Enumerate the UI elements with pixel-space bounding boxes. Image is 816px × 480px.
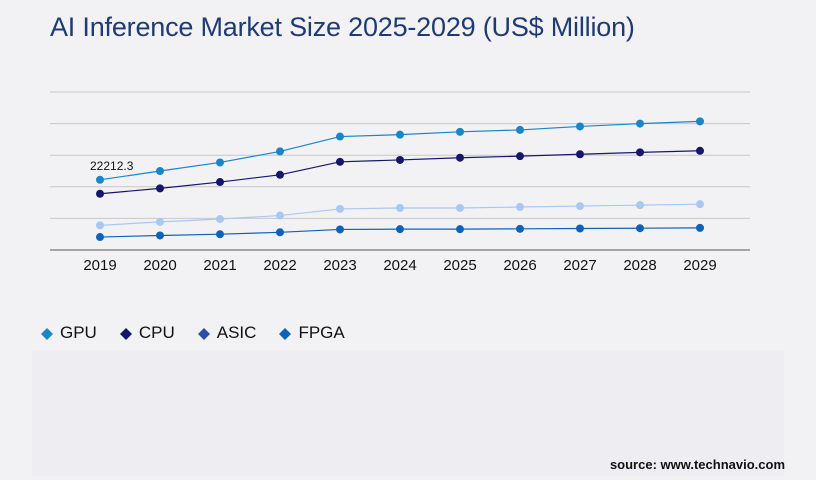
data-point-asic [696, 200, 704, 209]
legend-item-cpu[interactable]: CPU [119, 323, 175, 343]
data-point-cpu [396, 155, 404, 164]
legend-label-asic: ASIC [216, 323, 257, 342]
data-point-asic [336, 204, 344, 213]
data-point-asic [456, 203, 464, 212]
data-point-cpu [456, 153, 464, 162]
legend-label-fpga: FPGA [298, 323, 345, 342]
diamond-marker-icon [278, 326, 292, 340]
data-point-asic [96, 221, 104, 230]
data-point-fpga [276, 228, 284, 237]
data-point-gpu [276, 147, 284, 156]
x-tick-label: 2025 [443, 257, 476, 274]
legend-item-gpu[interactable]: GPU [40, 323, 97, 343]
x-tick-label: 2024 [383, 257, 416, 274]
data-point-gpu [576, 122, 584, 131]
legend-label-gpu: GPU [60, 323, 97, 342]
data-point-fpga [516, 224, 524, 233]
line-chart: 2019 2020 2021 2022 2023 2024 2025 2026 2027 2028… [50, 91, 750, 274]
data-point-fpga [216, 230, 224, 239]
data-point-fpga [456, 225, 464, 234]
data-point-gpu [396, 130, 404, 139]
data-point-asic [576, 202, 584, 211]
data-point-fpga [576, 224, 584, 233]
data-point-gpu [516, 125, 524, 134]
data-point-fpga [96, 233, 104, 242]
diamond-marker-icon [197, 326, 211, 340]
data-point-asic [156, 217, 164, 226]
data-point-gpu [696, 117, 704, 126]
data-point-cpu [696, 146, 704, 155]
data-point-cpu [576, 150, 584, 159]
x-tick-label: 2023 [323, 257, 356, 274]
data-point-gpu [636, 119, 644, 128]
legend-label-cpu: CPU [138, 323, 175, 342]
data-point-gpu [336, 132, 344, 141]
data-point-asic [276, 211, 284, 220]
data-point-cpu [636, 148, 644, 157]
legend-item-fpga[interactable]: FPGA [278, 323, 345, 343]
legend: GPU CPU ASIC FPGA [40, 323, 345, 343]
data-point-fpga [156, 231, 164, 240]
x-tick-label: 2026 [503, 257, 536, 274]
data-point-fpga [336, 225, 344, 234]
data-point-cpu [516, 152, 524, 161]
x-tick-label: 2020 [143, 257, 176, 274]
data-point-cpu [96, 189, 104, 198]
x-tick-label: 2028 [623, 257, 656, 274]
x-tick-label: 2029 [683, 257, 716, 274]
data-point-asic [216, 215, 224, 224]
data-label: 22212.3 [90, 159, 134, 173]
data-point-gpu [156, 167, 164, 175]
legend-item-asic[interactable]: ASIC [197, 323, 257, 343]
data-point-fpga [696, 223, 704, 232]
data-point-asic [636, 201, 644, 210]
x-tick-label: 2027 [563, 257, 596, 274]
data-point-cpu [336, 157, 344, 166]
diamond-marker-icon [119, 326, 133, 340]
data-point-fpga [636, 224, 644, 233]
x-tick-label: 2022 [263, 257, 296, 274]
series-line-gpu [99, 120, 701, 181]
data-point-cpu [156, 184, 164, 193]
x-tick-label: 2021 [203, 257, 236, 274]
data-point-cpu [216, 178, 224, 187]
chart-title: AI Inference Market Size 2025-2029 (US$ … [50, 12, 635, 42]
x-tick-label: 2019 [83, 257, 116, 274]
data-point-asic [516, 203, 524, 212]
data-point-gpu [216, 158, 224, 167]
data-point-asic [396, 203, 404, 212]
data-point-gpu [96, 175, 104, 184]
data-point-cpu [276, 170, 284, 179]
footer-panel [32, 350, 784, 476]
data-point-fpga [396, 225, 404, 234]
diamond-marker-icon [40, 326, 54, 340]
source-credit: source: www.technavio.com [609, 457, 785, 472]
data-point-gpu [456, 127, 464, 136]
